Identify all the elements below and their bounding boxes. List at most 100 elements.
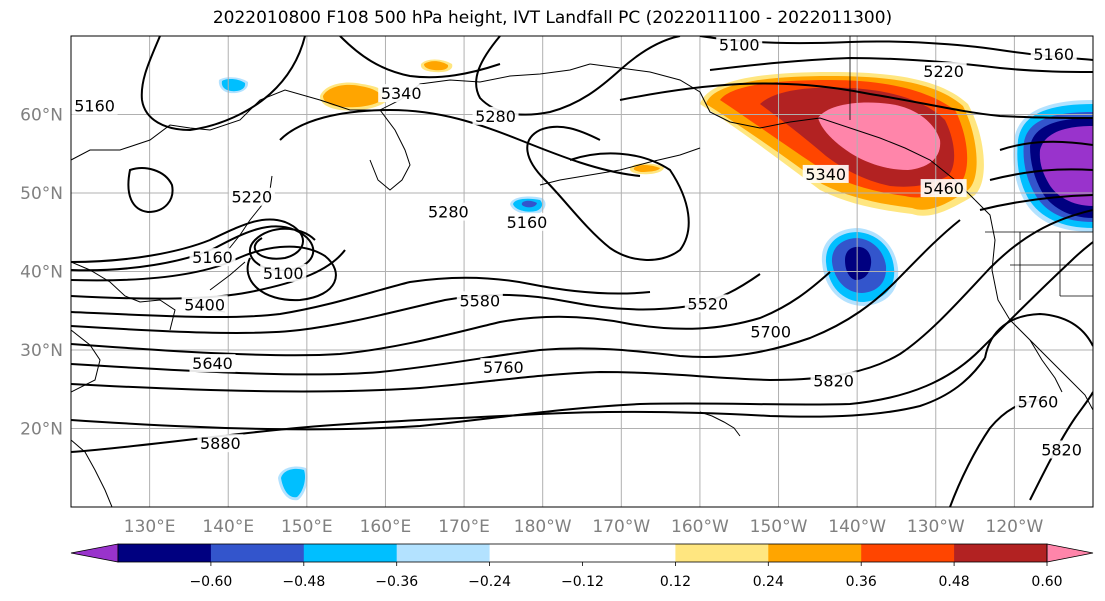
contour-label-bg [802, 164, 849, 183]
colorbar-swatch [861, 544, 955, 562]
colorbar-min-extension [70, 543, 119, 563]
contour-label-bg [747, 322, 794, 341]
latitude-tick-labels: 20°N 30°N 40°N 50°N 60°N [20, 106, 63, 440]
ivt-shading [218, 59, 1093, 501]
contour-label-bg [1030, 44, 1077, 63]
shade-kamchatka-negative [218, 77, 249, 94]
shade-central-pacific-negative [510, 196, 546, 215]
colorbar-tick-label: 0.12 [660, 574, 691, 590]
colorbar-swatch [118, 544, 212, 562]
contour-label-bg [189, 354, 236, 373]
contour-label: 5160 [74, 97, 115, 116]
baja-california [1029, 339, 1063, 393]
contour-label: 5700 [750, 323, 791, 342]
contour-label-bg [920, 62, 967, 81]
contour-label: 5460 [923, 179, 964, 198]
colorbar-max-extension [1046, 543, 1094, 563]
lat-tick-label: 20°N [20, 420, 63, 440]
colorbar-swatch [396, 544, 491, 562]
lon-tick-label: 140°E [202, 517, 254, 537]
contour-label-bg [378, 84, 425, 103]
shade-west-pacific-negative [278, 466, 308, 501]
contour-label-bg [181, 295, 228, 314]
contour-label-bg [716, 35, 763, 54]
shade-sea-of-okhotsk-positive [320, 59, 453, 111]
contour-label: 5100 [263, 264, 304, 283]
contour-label-bg [480, 358, 527, 377]
lat-tick-label: 30°N [20, 341, 63, 361]
colorbar-tick-label: −0.36 [375, 574, 418, 590]
lon-tick-label: 170°E [438, 517, 490, 537]
contour-label-bg [684, 294, 731, 313]
us-state-lines [1010, 232, 1093, 300]
contour-label: 5340 [805, 165, 846, 184]
height-contour-labels: 5100 5160 5220 5160 5340 5280 5220 5280 5160 5160… [71, 35, 1085, 459]
contour-label: 5280 [428, 203, 469, 222]
map-frame [70, 35, 1094, 508]
contour-label-bg [920, 179, 967, 198]
contour-label: 5520 [687, 294, 728, 313]
colorbar-swatch [675, 544, 769, 562]
lon-tick-label: 180°W [514, 517, 572, 537]
alaska-coastline [589, 63, 976, 201]
contour-label-bg [71, 96, 118, 115]
contour-label: 5880 [200, 434, 241, 453]
aleutian-islands [539, 147, 701, 186]
contour-label: 5820 [813, 371, 854, 390]
contour-label-bg [189, 248, 236, 267]
colorbar-swatch [210, 544, 305, 562]
colorbar-tick-label: 0.60 [1031, 574, 1062, 590]
colorbar-tick-label: −0.60 [189, 574, 232, 590]
colorbar-swatch [582, 544, 676, 562]
colorbar-swatch [303, 544, 398, 562]
contour-label-bg [425, 202, 472, 221]
shade-bering-positive [629, 163, 664, 175]
shade-east-pacific-negative [821, 228, 899, 306]
longitude-tick-labels: 130°E 140°E 150°E 160°E 170°E 180°W 170°W 160°W… [124, 517, 1044, 537]
lon-tick-label: 170°W [592, 517, 650, 537]
colorbar-tick-label: −0.48 [282, 574, 325, 590]
contour-label-bg [228, 187, 275, 206]
lat-tick-label: 60°N [20, 106, 63, 126]
colorbar-swatch [489, 544, 583, 562]
contour-label: 5820 [1041, 440, 1082, 459]
contour-label: 5580 [459, 291, 500, 310]
contour-label: 5160 [1033, 45, 1074, 64]
contour-label: 5280 [475, 107, 516, 126]
colorbar-swatch [768, 544, 862, 562]
shade-gulf-of-alaska-positive [700, 72, 984, 216]
contour-label-bg [456, 291, 503, 310]
contour-label: 5760 [483, 358, 524, 377]
colorbar-tick-label: 0.36 [846, 574, 877, 590]
contour-label-bg [197, 434, 244, 453]
philippines-coastline [71, 439, 113, 507]
lon-tick-label: 160°W [671, 517, 729, 537]
contour-label: 5400 [184, 295, 225, 314]
contour-label: 5760 [1018, 393, 1059, 412]
contour-label: 5160 [507, 213, 548, 232]
contour-label-bg [810, 371, 857, 390]
colorbar: −0.60 −0.48 −0.36 −0.24 −0.12 0.12 0.24 0.36 0.4… [70, 543, 1094, 590]
contour-label-bg [1014, 392, 1061, 411]
lon-tick-label: 130°E [124, 517, 176, 537]
colorbar-tick-label: 0.48 [939, 574, 970, 590]
colorbar-swatch [954, 544, 1048, 562]
colorbar-tick-label: −0.24 [468, 574, 511, 590]
contour-label-bg [503, 212, 550, 231]
contour-label: 5640 [192, 354, 233, 373]
lat-tick-label: 40°N [20, 263, 63, 283]
kamchatka-coastline [369, 109, 411, 191]
lon-tick-label: 140°W [828, 517, 886, 537]
contour-label: 5220 [923, 62, 964, 81]
lon-tick-label: 150°E [281, 517, 333, 537]
contour-label: 5160 [192, 248, 233, 267]
lon-tick-label: 150°W [750, 517, 808, 537]
figure-title: 2022010800 F108 500 hPa height, IVT Land… [212, 8, 893, 28]
contour-label-bg [1038, 440, 1085, 459]
contour-label: 5100 [719, 35, 760, 54]
lat-tick-label: 50°N [20, 184, 63, 204]
west-coast-north-america [974, 199, 1093, 411]
colorbar-tick-label: 0.24 [753, 574, 784, 590]
contour-label-bg [260, 263, 307, 282]
